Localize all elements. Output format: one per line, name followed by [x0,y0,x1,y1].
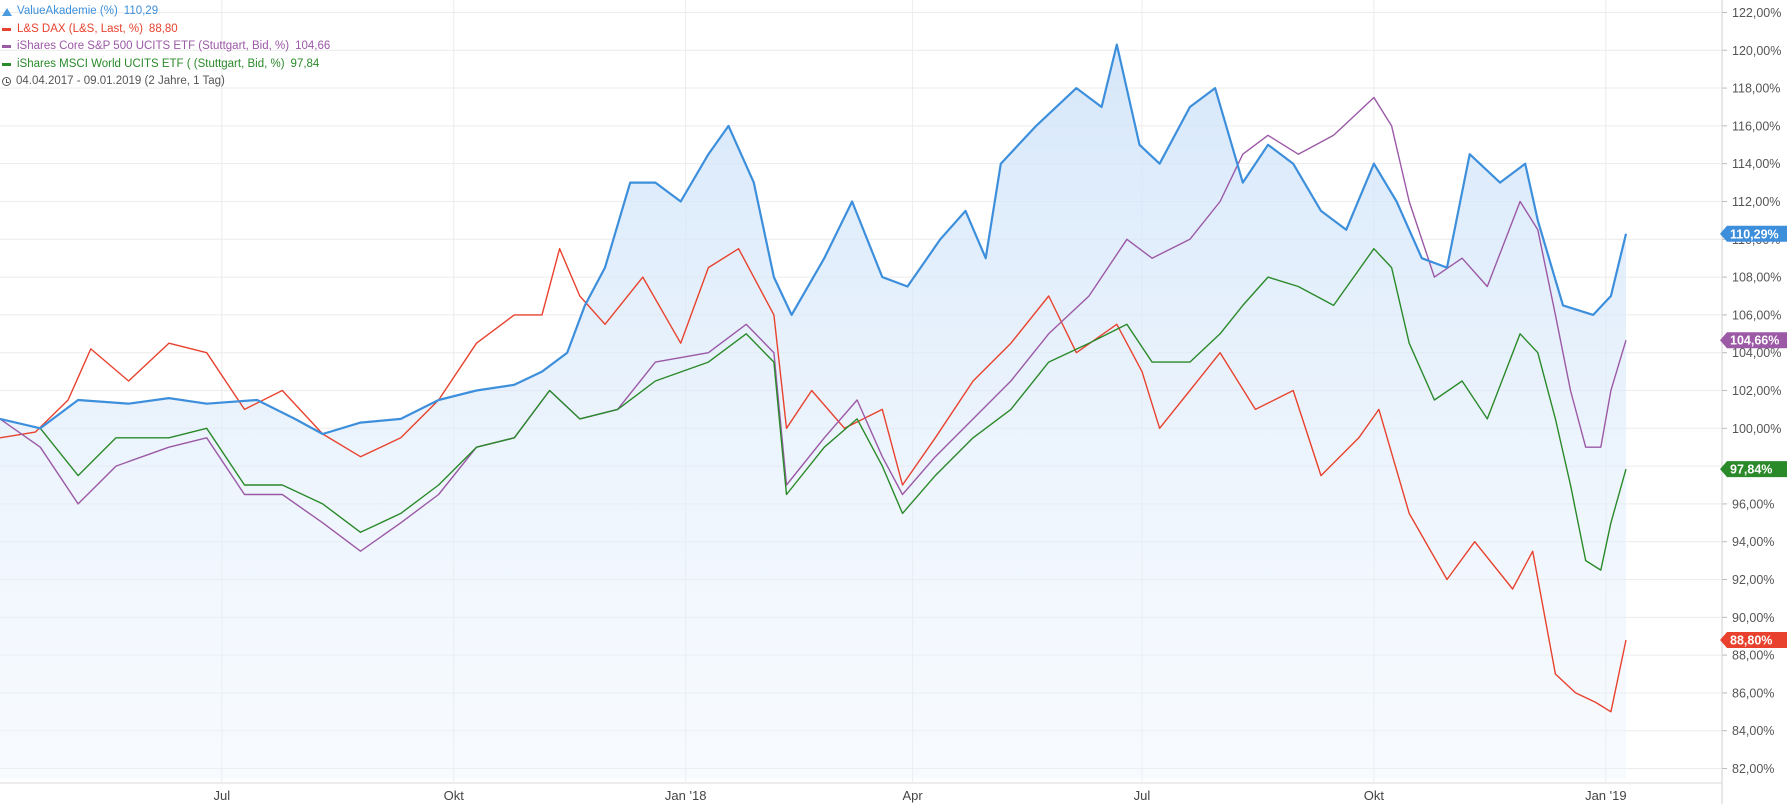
x-tick-label: Okt [1364,788,1385,803]
legend-item-dax[interactable]: L&S DAX (L&S, Last, %) 88,80 [2,21,330,39]
y-tick-label: 116,00% [1732,119,1780,133]
chart-area-fill [0,44,1626,779]
y-tick-label: 114,00% [1732,157,1780,171]
period-label: 04.04.2017 - 09.01.2019 (2 Jahre, 1 Tag) [16,75,225,87]
series-line-3[interactable] [0,248,1627,571]
end-value-tag-2: 104,66% [1720,332,1787,349]
end-value-tag-bg [1720,632,1787,649]
end-value-tag-bg [1720,225,1787,242]
y-tick-label: 94,00% [1732,535,1774,549]
end-value-label: 110,29% [1730,227,1779,241]
y-tick-label: 96,00% [1732,497,1774,511]
end-value-tag-3: 97,84% [1720,461,1787,478]
y-tick-label: 82,00% [1732,762,1774,776]
x-tick-label: Jan '18 [665,788,707,803]
series-line-1[interactable] [0,248,1627,713]
y-axis-ticks: 82,00% 84,00% 86,00% 88,00% 90,00% 92,00% 94,0… [1722,6,1781,776]
legend-item-msci-world[interactable]: iShares MSCI World UCITS ETF ( (Stuttgar… [2,56,330,74]
legend-period: 04.04.2017 - 09.01.2019 (2 Jahre, 1 Tag) [2,73,330,91]
area-swatch-icon [2,7,12,16]
y-tick-label: 118,00% [1732,82,1780,96]
series-line-2[interactable] [0,96,1627,552]
legend-item-sp500[interactable]: iShares Core S&P 500 UCITS ETF (Stuttgar… [2,38,330,56]
end-value-tag-0: 110,29% [1720,225,1787,242]
series-area-0 [0,44,1626,779]
x-tick-label: Jan '19 [1585,788,1627,803]
end-value-label: 88,80% [1730,634,1772,648]
end-value-tag-bg [1720,461,1787,478]
x-tick-label: Jul [1134,788,1151,803]
y-tick-label: 100,00% [1732,422,1781,436]
legend-label: iShares Core S&P 500 UCITS ETF (Stuttgar… [17,40,290,52]
y-tick-label: 86,00% [1732,686,1774,700]
legend-item-valueakademie[interactable]: ValueAkademie (%) 110,29 [2,3,330,21]
x-axis-ticks: Jul Okt Jan '18 Apr Jul Okt Jan '19 [214,788,1627,803]
legend-label: ValueAkademie (%) [17,5,118,17]
end-value-tag-1: 88,80% [1720,632,1787,649]
y-tick-label: 92,00% [1732,573,1774,587]
x-tick-label: Jul [214,788,231,803]
end-value-tags: 110,29% 88,80% 104,66% 97,84% [1720,225,1787,649]
y-tick-label: 112,00% [1732,195,1780,209]
clock-icon [2,77,11,87]
y-tick-label: 108,00% [1732,271,1781,285]
x-tick-label: Apr [902,788,923,803]
chart-series-lines [0,43,1628,713]
y-tick-label: 104,00% [1732,346,1781,360]
chart-legend: ValueAkademie (%) 110,29 L&S DAX (L&S, L… [2,3,330,91]
x-tick-label: Okt [444,788,465,803]
y-tick-label: 88,00% [1732,649,1774,663]
y-tick-label: 106,00% [1732,308,1781,322]
end-value-label: 104,66% [1730,334,1779,348]
y-tick-label: 102,00% [1732,384,1781,398]
line-swatch-icon [2,45,11,49]
end-value-tag-bg [1720,332,1787,349]
y-tick-label: 122,00% [1732,6,1781,20]
end-value-label: 97,84% [1730,463,1772,477]
legend-value: 88,80 [148,22,178,35]
line-swatch-icon [2,27,11,31]
legend-value: 97,84 [290,57,320,70]
y-tick-label: 120,00% [1732,44,1781,58]
legend-value: 104,66 [295,40,331,52]
legend-label: L&S DAX (L&S, Last, %) [17,22,143,35]
legend-value: 110,29 [123,5,159,17]
legend-label: iShares MSCI World UCITS ETF ( (Stuttgar… [17,57,285,70]
y-tick-label: 90,00% [1732,611,1774,625]
series-line-0[interactable] [0,43,1628,436]
line-swatch-icon [2,62,11,66]
y-tick-label: 84,00% [1732,724,1774,738]
